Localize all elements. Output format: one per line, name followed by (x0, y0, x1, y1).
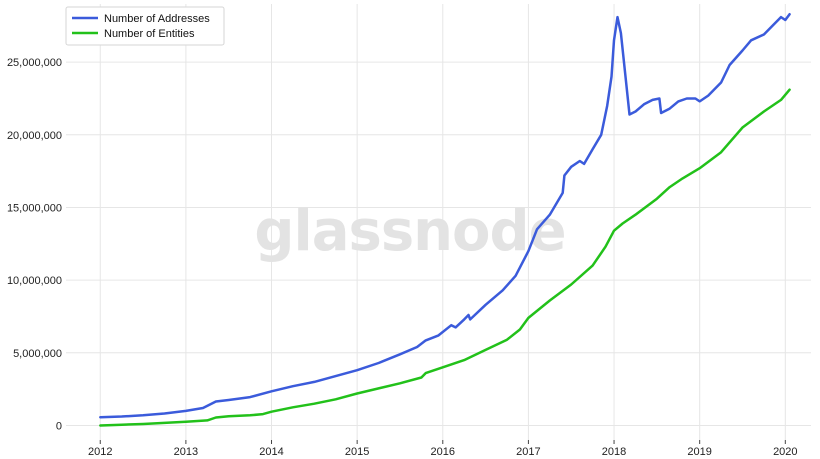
x-tick-label: 2019 (687, 446, 711, 458)
y-tick-label: 10,000,000 (7, 275, 62, 287)
series-line-entities (99, 88, 791, 427)
legend-label-addresses: Number of Addresses (104, 13, 210, 25)
x-tick-label: 2016 (431, 446, 455, 458)
series-lines (99, 12, 791, 427)
watermark-logo: glassnode (254, 199, 565, 264)
x-tick-label: 2012 (88, 446, 112, 458)
y-axis-ticks: 0 5,000,000 10,000,000 15,000,000 20,000,000… (7, 57, 62, 432)
x-axis-ticks: 2012 2013 2014 2015 2016 2017 2018 2019 2020 (88, 440, 798, 458)
y-tick-label: 0 (56, 420, 62, 432)
x-tick-label: 2020 (773, 446, 797, 458)
y-tick-label: 15,000,000 (7, 202, 62, 214)
series-line-addresses (99, 12, 791, 419)
x-tick-label: 2015 (345, 446, 369, 458)
y-tick-label: 20,000,000 (7, 130, 62, 142)
x-tick-label: 2013 (174, 446, 198, 458)
y-tick-label: 5,000,000 (13, 348, 62, 360)
x-tick-label: 2014 (259, 446, 283, 458)
y-tick-label: 25,000,000 (7, 57, 62, 69)
x-tick-label: 2018 (602, 446, 626, 458)
legend-label-entities: Number of Entities (104, 28, 195, 40)
x-tick-label: 2017 (516, 446, 540, 458)
legend: Number of Addresses Number of Entities (65, 6, 225, 46)
legend-box (65, 6, 225, 46)
